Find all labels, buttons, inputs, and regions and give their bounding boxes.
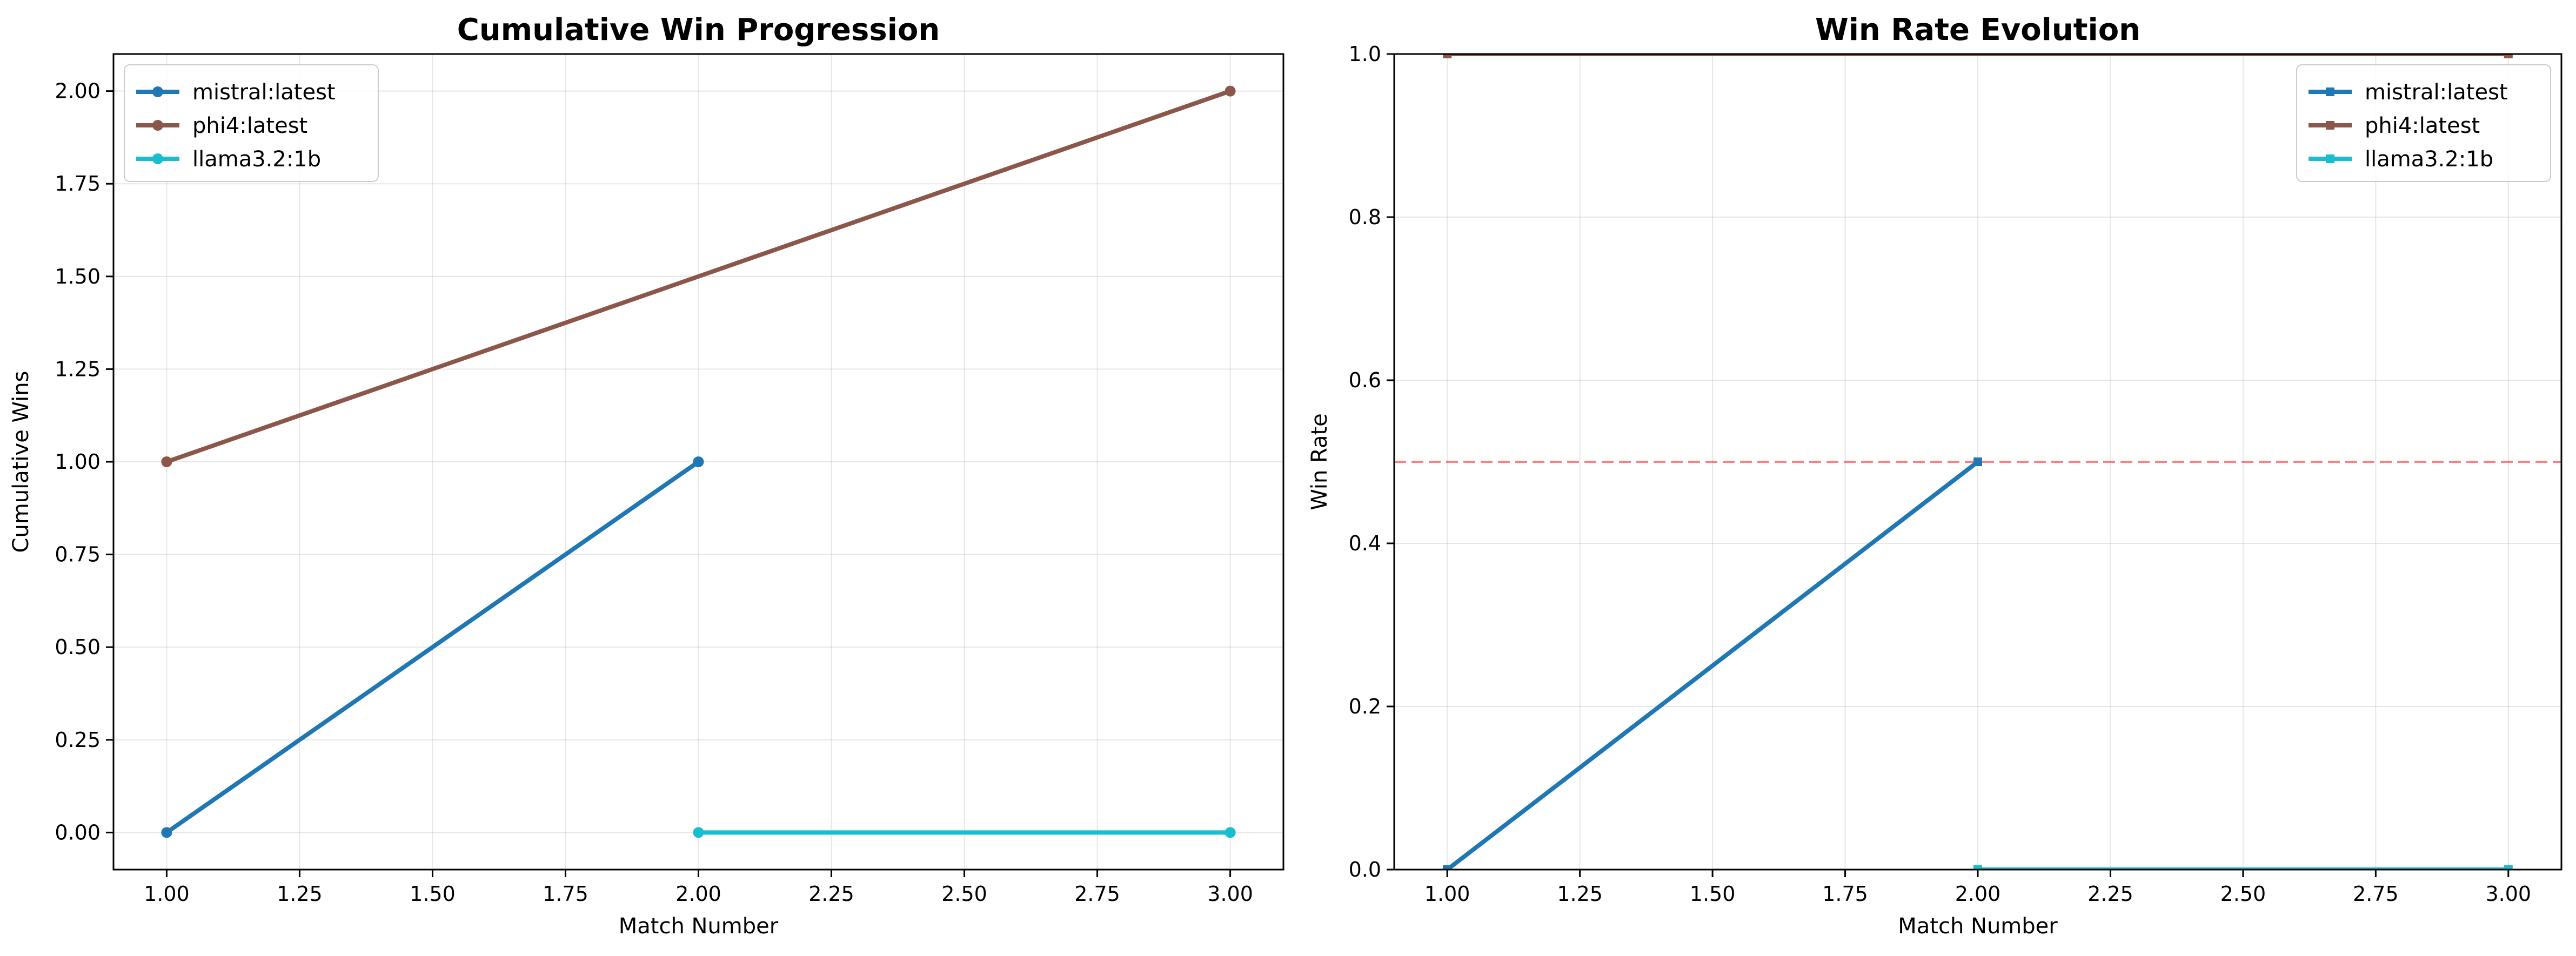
legend-swatch-marker xyxy=(152,153,163,164)
x-tick-label: 1.50 xyxy=(410,882,456,906)
data-point xyxy=(1973,865,1982,870)
legend-label: llama3.2:1b xyxy=(2365,147,2493,172)
data-point xyxy=(1443,54,1452,58)
y-tick-label: 0.4 xyxy=(1349,531,1381,555)
x-axis-label: Match Number xyxy=(619,914,779,939)
data-point xyxy=(1225,85,1236,97)
y-tick-label: 1.0 xyxy=(1349,42,1381,66)
x-tick-label: 3.00 xyxy=(2486,882,2532,906)
legend: mistral:latest phi4:latest llama3.2:1b xyxy=(2296,64,2551,182)
chart-title: Cumulative Win Progression xyxy=(457,12,940,48)
data-point xyxy=(2504,865,2513,870)
x-tick-label: 1.25 xyxy=(1557,882,1603,906)
data-point xyxy=(1973,457,1982,466)
legend-swatch-marker xyxy=(2326,154,2334,163)
x-tick-label: 2.00 xyxy=(675,882,721,906)
x-tick-label: 1.00 xyxy=(144,882,190,906)
data-point xyxy=(693,827,704,838)
x-axis-label: Match Number xyxy=(1898,914,2058,939)
legend-label: phi4:latest xyxy=(192,113,307,138)
y-tick-label: 1.00 xyxy=(55,450,101,474)
y-tick-label: 1.50 xyxy=(55,265,101,288)
y-tick-label: 0.6 xyxy=(1349,368,1381,392)
series-line-mistral:latest xyxy=(1444,459,1981,870)
y-tick-label: 0.8 xyxy=(1349,205,1381,229)
x-tick-label: 2.25 xyxy=(2087,882,2133,906)
legend-swatch-marker xyxy=(152,120,163,131)
x-tick-label: 3.00 xyxy=(1207,882,1253,906)
data-point xyxy=(161,456,172,467)
y-tick-label: 1.75 xyxy=(55,172,101,196)
y-tick-label: 0.75 xyxy=(55,543,101,567)
x-tick-label: 2.50 xyxy=(941,882,987,906)
y-tick-label: 0.25 xyxy=(55,728,101,752)
x-tick-label: 1.75 xyxy=(543,882,588,906)
series-line-phi4:latest xyxy=(164,88,1233,465)
x-tick-label: 2.00 xyxy=(1955,882,2001,906)
legend-box xyxy=(124,64,379,182)
y-axis-label: Cumulative Wins xyxy=(9,371,34,553)
data-point xyxy=(1443,865,1452,870)
x-tick-label: 1.25 xyxy=(277,882,323,906)
chart-panel-2: 1.00 1.25 1.50 1.75 2.00 2.25 2.50 2.75 3.00 0.0 0… xyxy=(1307,12,2562,939)
x-tick-label: 2.75 xyxy=(2353,882,2399,906)
legend-box xyxy=(2296,64,2551,182)
legend-label: mistral:latest xyxy=(2365,80,2508,105)
x-tick-label: 1.00 xyxy=(1424,882,1470,906)
x-tick-label: 2.75 xyxy=(1074,882,1120,906)
legend-swatch-marker xyxy=(2326,121,2334,130)
y-axis-label: Win Rate xyxy=(1307,413,1332,510)
y-tick-label: 1.25 xyxy=(55,357,101,381)
x-tick-label: 2.50 xyxy=(2220,882,2266,906)
legend-swatch-marker xyxy=(152,86,163,97)
legend-swatch-marker xyxy=(2326,87,2334,96)
legend-label: phi4:latest xyxy=(2365,113,2480,138)
series-line-mistral:latest xyxy=(163,459,702,836)
y-tick-label: 0.2 xyxy=(1349,695,1381,718)
chart-panel-1: 1.00 1.25 1.50 1.75 2.00 2.25 2.50 2.75 3.00 0.00… xyxy=(9,12,1284,939)
data-point xyxy=(161,827,172,838)
legend-label: mistral:latest xyxy=(192,80,336,105)
legend-label: llama3.2:1b xyxy=(192,147,321,172)
x-tick-label: 1.75 xyxy=(1822,882,1868,906)
y-tick-label: 2.00 xyxy=(55,79,101,103)
data-point xyxy=(2504,54,2513,58)
y-tick-label: 0.0 xyxy=(1349,858,1381,881)
y-tick-label: 0.00 xyxy=(55,820,101,844)
data-point xyxy=(1225,827,1236,838)
y-tick-label: 0.50 xyxy=(55,635,101,659)
series-group xyxy=(161,85,1236,838)
data-point xyxy=(693,456,704,467)
series-group xyxy=(1443,54,2513,870)
x-tick-label: 1.50 xyxy=(1690,882,1736,906)
chart-title: Win Rate Evolution xyxy=(1815,12,2140,48)
x-tick-label: 2.25 xyxy=(808,882,854,906)
legend: mistral:latest phi4:latest llama3.2:1b xyxy=(124,64,379,182)
